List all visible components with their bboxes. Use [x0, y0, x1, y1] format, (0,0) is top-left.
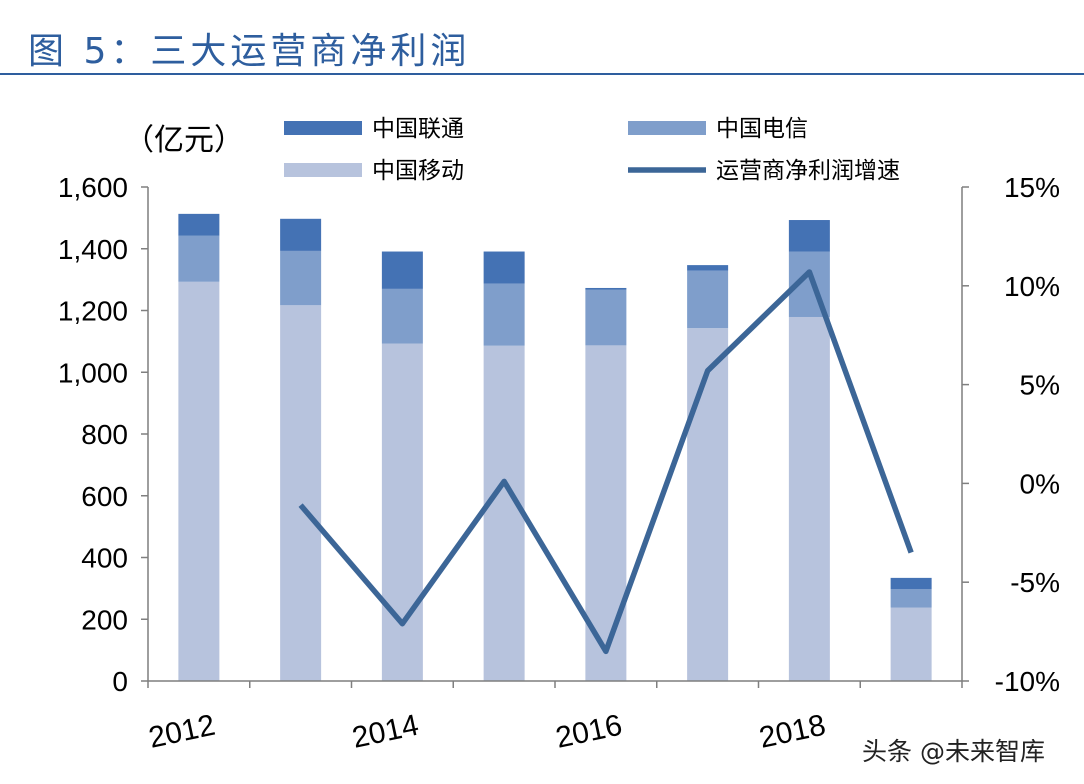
legend-label: 运营商净利润增速 [716, 158, 900, 184]
y2-tick-label: 15% [1004, 172, 1060, 203]
bar-segment [178, 281, 220, 681]
y2-tick-label: 0% [1020, 468, 1060, 499]
bar-segment [585, 287, 627, 290]
bar-segment [280, 218, 322, 251]
y2-tick-label: -5% [1010, 567, 1060, 598]
x-tick-label: 2016 [553, 709, 625, 755]
bar-segment [788, 316, 830, 681]
y2-tick-label: 10% [1004, 271, 1060, 302]
bar-segment [687, 270, 729, 329]
y-tick-label: 1,200 [58, 296, 128, 327]
y-axis-unit-label: （亿元） [124, 123, 244, 158]
bar-segment [788, 220, 830, 252]
bar-segment [687, 265, 729, 271]
bar-segment [890, 577, 932, 589]
legend-label: 中国联通 [372, 116, 464, 142]
x-tick-label: 2012 [146, 709, 218, 755]
y2-tick-label: -10% [995, 666, 1060, 697]
bar-segment [890, 588, 932, 608]
y-tick-label: 1,600 [58, 172, 128, 203]
watermark: 头条 @未来智库 [862, 737, 1045, 766]
legend-label: 中国电信 [716, 116, 808, 142]
bar-segment [483, 345, 525, 681]
x-tick-label: 2014 [349, 709, 421, 755]
bar-segment [280, 305, 322, 681]
y-tick-label: 800 [81, 419, 128, 450]
x-tick-label: 2018 [756, 709, 828, 755]
bar-segment [687, 328, 729, 681]
y-tick-label: 1,000 [58, 357, 128, 388]
bar-segment [178, 213, 220, 236]
bar-segment [585, 289, 627, 346]
bar-segment [381, 251, 423, 289]
y-tick-label: 400 [81, 543, 128, 574]
title-divider [0, 73, 1084, 75]
legend-swatch [284, 163, 362, 177]
growth-line [298, 269, 914, 655]
y-tick-label: 0 [112, 666, 128, 697]
bar-segment [483, 251, 525, 284]
y-tick-label: 200 [81, 604, 128, 635]
legend-swatch [628, 121, 706, 135]
bar-segment [381, 343, 423, 681]
y2-tick-label: 5% [1020, 370, 1060, 401]
legend-label: 中国移动 [372, 158, 464, 184]
bar-segment [483, 283, 525, 346]
bar-segment [280, 250, 322, 306]
bar-segment [178, 235, 220, 282]
legend-swatch [284, 121, 362, 135]
bar-segment [381, 288, 423, 344]
y-tick-label: 1,400 [58, 234, 128, 265]
y-tick-label: 600 [81, 481, 128, 512]
bar-segment [890, 607, 932, 681]
figure-title: 图 5：三大运营商净利润 [28, 31, 471, 72]
